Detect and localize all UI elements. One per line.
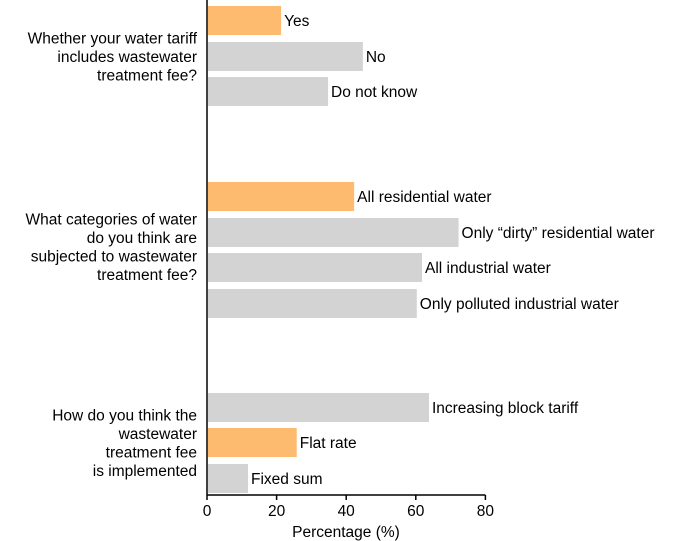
bar-label: All industrial water — [425, 260, 551, 277]
bar-no — [208, 42, 363, 71]
x-axis-title: Percentage (%) — [292, 524, 400, 541]
question-label-1-line-1: Whether your water tariff — [28, 31, 198, 48]
question-label-3-line-4: is implemented — [93, 463, 197, 480]
question-label-2-line-1: What categories of water — [26, 211, 197, 228]
bar-label: Fixed sum — [251, 471, 323, 488]
bar-fixed-sum — [208, 464, 249, 493]
question-label-3-line-1: How do you think the — [52, 407, 197, 424]
question-label-1-line-3: treatment fee? — [97, 68, 197, 85]
bar-all-residential-water — [208, 182, 355, 211]
bar-label: Only “dirty” residential water — [462, 225, 655, 242]
bar-yes — [208, 6, 282, 35]
bar-all-industrial-water — [208, 253, 423, 282]
x-tick-label: 80 — [477, 503, 495, 520]
bar-label: Yes — [284, 13, 310, 30]
bar-only-dirty-residential-water — [208, 218, 459, 247]
x-tick-label: 40 — [338, 503, 356, 520]
bar-increasing-block-tariff — [208, 393, 429, 422]
x-tick-label: 60 — [407, 503, 425, 520]
bar-do-not-know — [208, 77, 329, 106]
x-tick-label: 20 — [268, 503, 286, 520]
x-tick-label: 0 — [203, 503, 212, 520]
bar-label: All residential water — [357, 189, 491, 206]
bar-label: Do not know — [331, 84, 418, 101]
question-label-3-line-2: wastewater — [118, 426, 197, 443]
question-label-1-line-2: includes wastewater — [57, 49, 197, 66]
question-label-3-line-3: treatment fee — [106, 444, 197, 461]
question-label-2-line-2: do you think are — [87, 230, 197, 247]
question-label-2-line-3: subjected to wastewater — [31, 248, 197, 265]
bar-label: Flat rate — [300, 435, 357, 452]
bar-label: No — [366, 49, 386, 66]
bar-flat-rate — [208, 428, 297, 457]
bar-only-polluted-industrial-water — [208, 289, 417, 318]
question-label-2-line-4: treatment fee? — [97, 267, 197, 284]
bar-label: Increasing block tariff — [432, 400, 579, 417]
bar-label: Only polluted industrial water — [420, 296, 619, 313]
